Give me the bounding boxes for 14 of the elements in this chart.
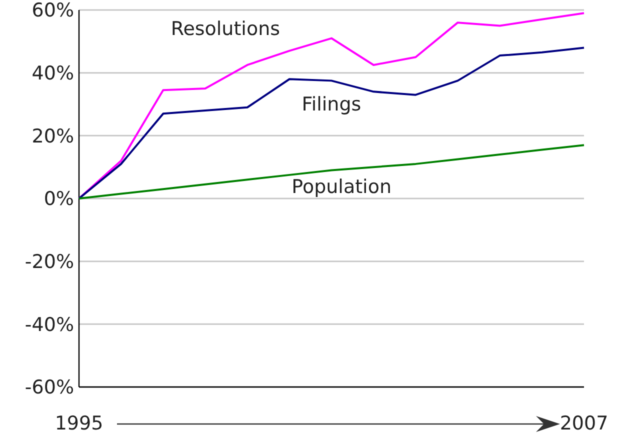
y-tick-label: 60% bbox=[32, 0, 74, 22]
y-tick-label: 20% bbox=[32, 125, 74, 148]
y-tick-label: -60% bbox=[24, 376, 74, 399]
y-tick-label: 40% bbox=[32, 62, 74, 84]
x-tick-label: 2007 bbox=[560, 412, 608, 435]
series-label: Filings bbox=[302, 94, 362, 116]
y-tick-label: -20% bbox=[24, 250, 74, 273]
series-label: Population bbox=[292, 176, 392, 198]
y-tick-label: 0% bbox=[44, 188, 74, 210]
x-tick-label: 1995 bbox=[54, 412, 104, 435]
series-label: Resolutions bbox=[170, 18, 280, 40]
line-series bbox=[78, 46, 585, 200]
line-series bbox=[78, 144, 585, 200]
y-tick-label: -40% bbox=[24, 314, 74, 336]
